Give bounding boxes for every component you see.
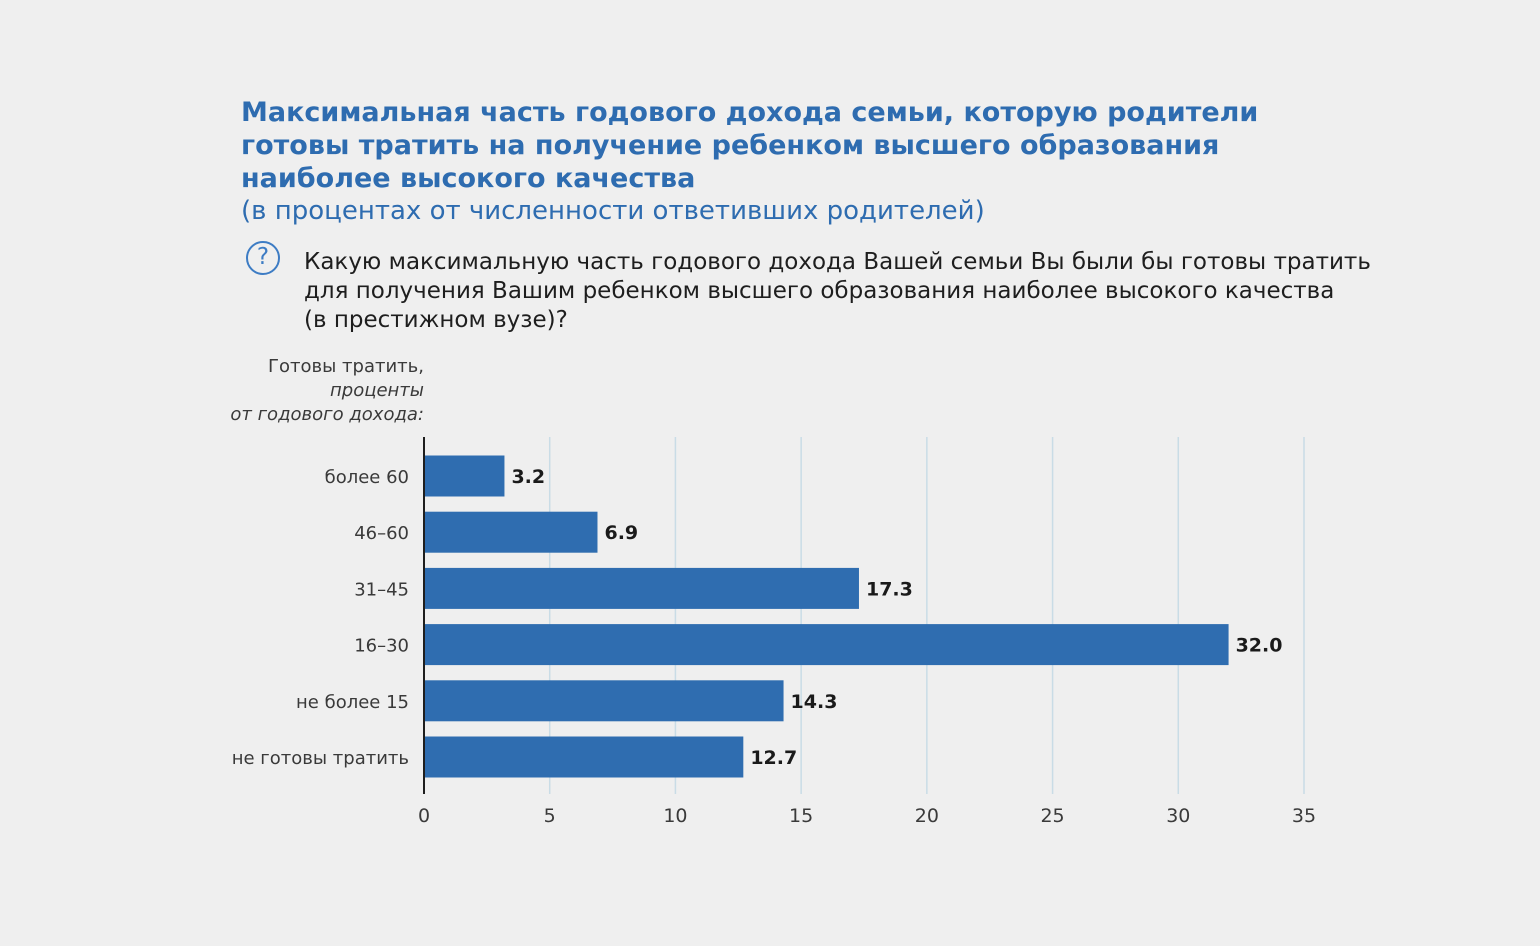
- x-tick-label-30: 30: [1166, 805, 1190, 827]
- x-tick-label-10: 10: [663, 805, 687, 827]
- x-tick-label-5: 5: [544, 805, 556, 827]
- value-label-4: 14.3: [791, 691, 838, 713]
- value-label-1: 6.9: [604, 522, 638, 544]
- x-tick-label-0: 0: [418, 805, 430, 827]
- category-label-5: не готовы тратить: [232, 748, 409, 769]
- question-circle-icon: ?: [246, 241, 280, 275]
- category-label-2: 31–45: [354, 579, 409, 600]
- survey-question-line-3: (в престижном вузе)?: [304, 307, 568, 333]
- chart-title-line-2: готовы тратить на получение ребенком выс…: [241, 130, 1220, 161]
- value-label-2: 17.3: [866, 578, 913, 600]
- chart-title-line-1: Максимальная часть годового дохода семьи…: [241, 97, 1259, 128]
- value-label-3: 32.0: [1236, 635, 1283, 657]
- chart-subtitle: (в процентах от численности ответивших р…: [241, 196, 985, 226]
- category-label-0: более 60: [325, 467, 409, 488]
- bar-4: [424, 680, 784, 722]
- category-axis-caption: Готовы тратить, проценты от годового дох…: [200, 355, 424, 427]
- x-tick-label-25: 25: [1040, 805, 1064, 827]
- survey-question-line-1: Какую максимальную часть годового дохода…: [304, 249, 1371, 275]
- bar-0: [424, 455, 505, 497]
- category-axis-caption-line-3: от годового дохода:: [230, 404, 424, 425]
- chart-title-line-3: наиболее высокого качества: [241, 163, 696, 194]
- category-axis-caption-line-2: проценты: [330, 380, 424, 401]
- value-label-0: 3.2: [511, 466, 545, 488]
- category-axis-caption-line-1: Готовы тратить,: [268, 356, 424, 377]
- bar-5: [424, 736, 744, 778]
- bar-2: [424, 567, 859, 609]
- x-tick-label-20: 20: [915, 805, 939, 827]
- value-label-5: 12.7: [750, 747, 797, 769]
- x-tick-label-35: 35: [1292, 805, 1316, 827]
- x-tick-label-15: 15: [789, 805, 813, 827]
- category-label-3: 16–30: [354, 636, 409, 657]
- category-label-4: не более 15: [296, 692, 409, 713]
- category-label-1: 46–60: [354, 523, 409, 544]
- survey-question: Какую максимальную часть годового дохода…: [304, 248, 1444, 335]
- bar-1: [424, 511, 598, 553]
- survey-question-line-2: для получения Вашим ребенком высшего обр…: [304, 278, 1335, 304]
- chart-title: Максимальная часть годового дохода семьи…: [241, 96, 1301, 195]
- bar-3: [424, 624, 1229, 666]
